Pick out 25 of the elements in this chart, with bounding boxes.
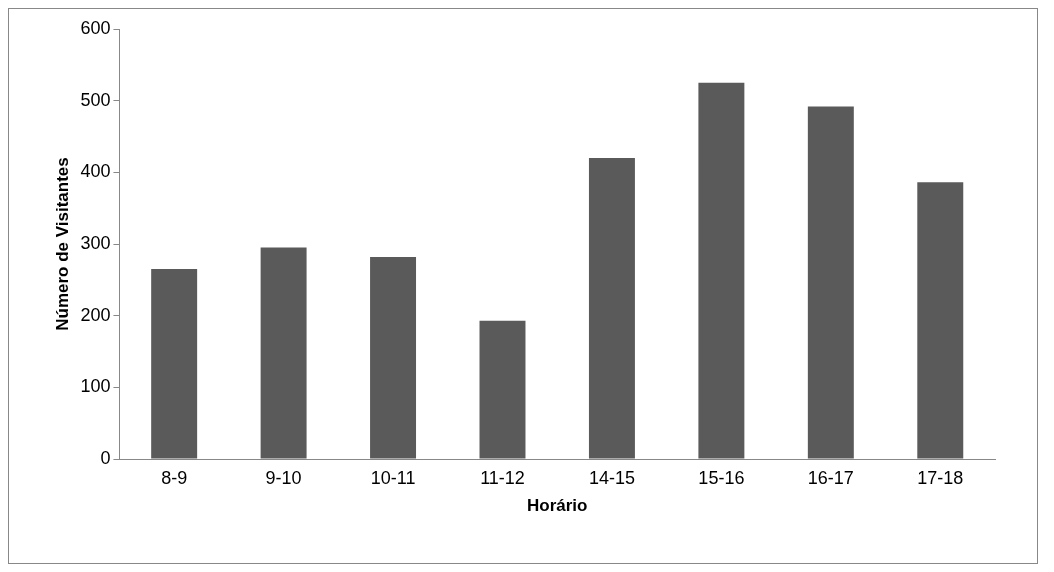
x-axis-title: Horário — [526, 496, 588, 516]
bar — [260, 247, 307, 459]
x-tick-label: 10-11 — [370, 467, 416, 488]
bar — [917, 182, 964, 459]
y-tick-label: 400 — [80, 161, 111, 182]
x-tick-label: 11-12 — [480, 467, 525, 488]
x-tick-label: 9-10 — [265, 467, 302, 488]
y-tick-label: 600 — [80, 17, 111, 38]
y-axis-title: Número de Visitantes — [52, 157, 72, 331]
bar — [370, 256, 417, 459]
y-tick-label: 0 — [100, 447, 111, 468]
y-tick-label: 100 — [80, 376, 111, 397]
x-tick-label: 15-16 — [698, 467, 745, 488]
bar — [807, 106, 854, 459]
x-tick-label: 14-15 — [588, 467, 635, 488]
bar — [698, 82, 745, 459]
x-tick-label: 17-18 — [917, 467, 964, 488]
x-tick-label: 16-17 — [807, 467, 854, 488]
y-tick-label: 200 — [80, 304, 111, 325]
bar — [151, 269, 198, 459]
y-tick-label: 500 — [80, 89, 111, 110]
x-tick-label: 8-9 — [161, 467, 188, 488]
bar — [479, 320, 526, 459]
y-tick-label: 300 — [80, 232, 111, 253]
bar — [588, 158, 635, 459]
